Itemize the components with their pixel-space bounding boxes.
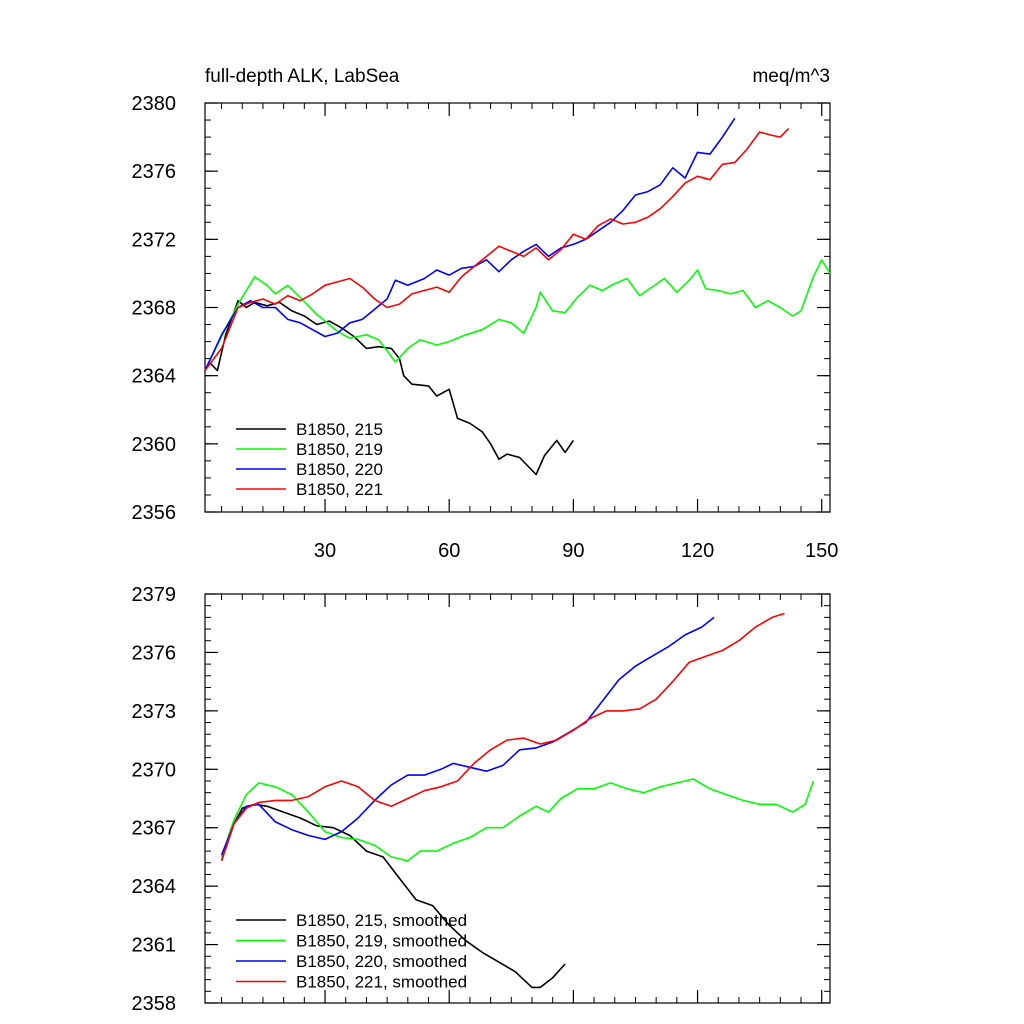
y-tick-label: 2364 xyxy=(132,366,177,388)
bottom-panel: 2358 2361 2364 2367 2370 2373 2376 2379 B1850, 2… xyxy=(132,584,831,1015)
legend-label: B1850, 219, smoothed xyxy=(296,932,467,951)
legend-label: B1850, 221 xyxy=(296,480,383,499)
plot-frame xyxy=(204,593,831,1004)
y-tick-label: 2360 xyxy=(132,434,177,456)
y-tick-label: 2361 xyxy=(132,935,177,957)
legend-label: B1850, 215, smoothed xyxy=(296,911,467,930)
y-tick-label: 2364 xyxy=(132,876,177,898)
y-tick-label: 2370 xyxy=(132,759,177,781)
series-line-2 xyxy=(220,778,815,862)
y-tick-label: 2373 xyxy=(132,701,177,723)
y-tick-label: 2379 xyxy=(132,584,177,606)
legend-label: B1850, 219 xyxy=(296,440,383,459)
x-tick-label: 120 xyxy=(681,540,714,562)
series-line-4 xyxy=(220,612,785,862)
x-tick-label: 60 xyxy=(438,540,460,562)
legend-label: B1850, 220, smoothed xyxy=(296,952,467,971)
series-line-2 xyxy=(204,258,831,371)
legend-label: B1850, 220 xyxy=(296,460,383,479)
y-tick-label: 2356 xyxy=(132,502,177,524)
series-line-1 xyxy=(220,803,566,989)
units-label: meq/m^3 xyxy=(752,66,830,87)
chart-title: full-depth ALK, LabSea xyxy=(205,66,400,87)
series-line-3 xyxy=(220,616,715,856)
series-line-4 xyxy=(204,128,790,372)
y-tick-label: 2376 xyxy=(132,642,177,664)
x-tick-label: 30 xyxy=(314,540,336,562)
y-tick-label: 2376 xyxy=(132,161,177,183)
x-tick-label: 90 xyxy=(562,540,584,562)
legend-label: B1850, 215 xyxy=(296,420,383,439)
y-tick-label: 2380 xyxy=(132,93,177,115)
x-tick-label: 150 xyxy=(805,540,838,562)
y-tick-label: 2372 xyxy=(132,229,177,251)
legend-label: B1850, 221, smoothed xyxy=(296,973,467,992)
y-tick-label: 2368 xyxy=(132,298,177,320)
y-tick-label: 2367 xyxy=(132,818,177,840)
top-panel: full-depth ALK, LabSea meq/m^3 30 60 90 120 15… xyxy=(132,66,839,562)
y-tick-label: 2358 xyxy=(132,993,177,1015)
